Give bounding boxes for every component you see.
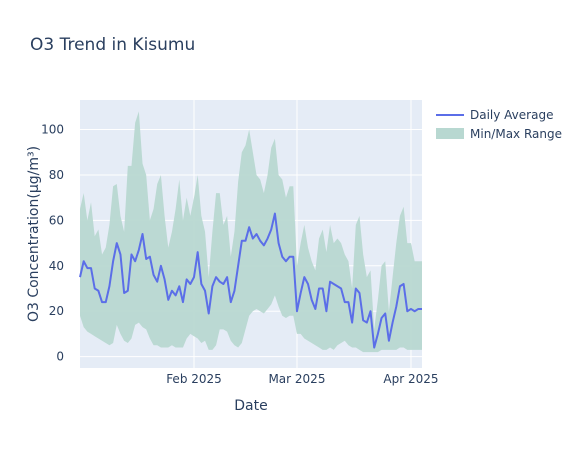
legend-band-swatch bbox=[436, 128, 464, 139]
daily-average-line-layer bbox=[79, 212, 423, 349]
y-tick-label: 20 bbox=[49, 304, 64, 318]
chart-title: O3 Trend in Kisumu bbox=[30, 35, 195, 55]
y-axis-title: O3 Concentration(µg/m³) bbox=[26, 146, 42, 322]
y-tick-label: 0 bbox=[56, 350, 64, 364]
x-tick-label: Apr 2025 bbox=[383, 372, 438, 386]
x-tick-label: Mar 2025 bbox=[268, 372, 325, 386]
y-tick-label: 80 bbox=[49, 168, 64, 182]
y-tick-label: 100 bbox=[41, 123, 64, 137]
x-tick-label: Feb 2025 bbox=[166, 372, 222, 386]
legend-label-daily-average: Daily Average bbox=[470, 108, 553, 122]
legend-label-min-max-range: Min/Max Range bbox=[470, 127, 562, 141]
x-tick-labels: Feb 2025 Mar 2025 Apr 2025 bbox=[166, 372, 438, 386]
legend-item-daily-average[interactable]: Daily Average bbox=[436, 108, 553, 122]
x-axis-title: Date bbox=[234, 398, 267, 414]
legend[interactable]: Daily Average Min/Max Range bbox=[436, 108, 562, 141]
legend-item-min-max-range[interactable]: Min/Max Range bbox=[436, 127, 562, 141]
daily-average-line bbox=[79, 212, 422, 349]
y-tick-labels: 0 20 40 60 80 100 bbox=[41, 123, 64, 364]
y-tick-label: 60 bbox=[49, 213, 64, 227]
y-tick-label: 40 bbox=[49, 259, 64, 273]
